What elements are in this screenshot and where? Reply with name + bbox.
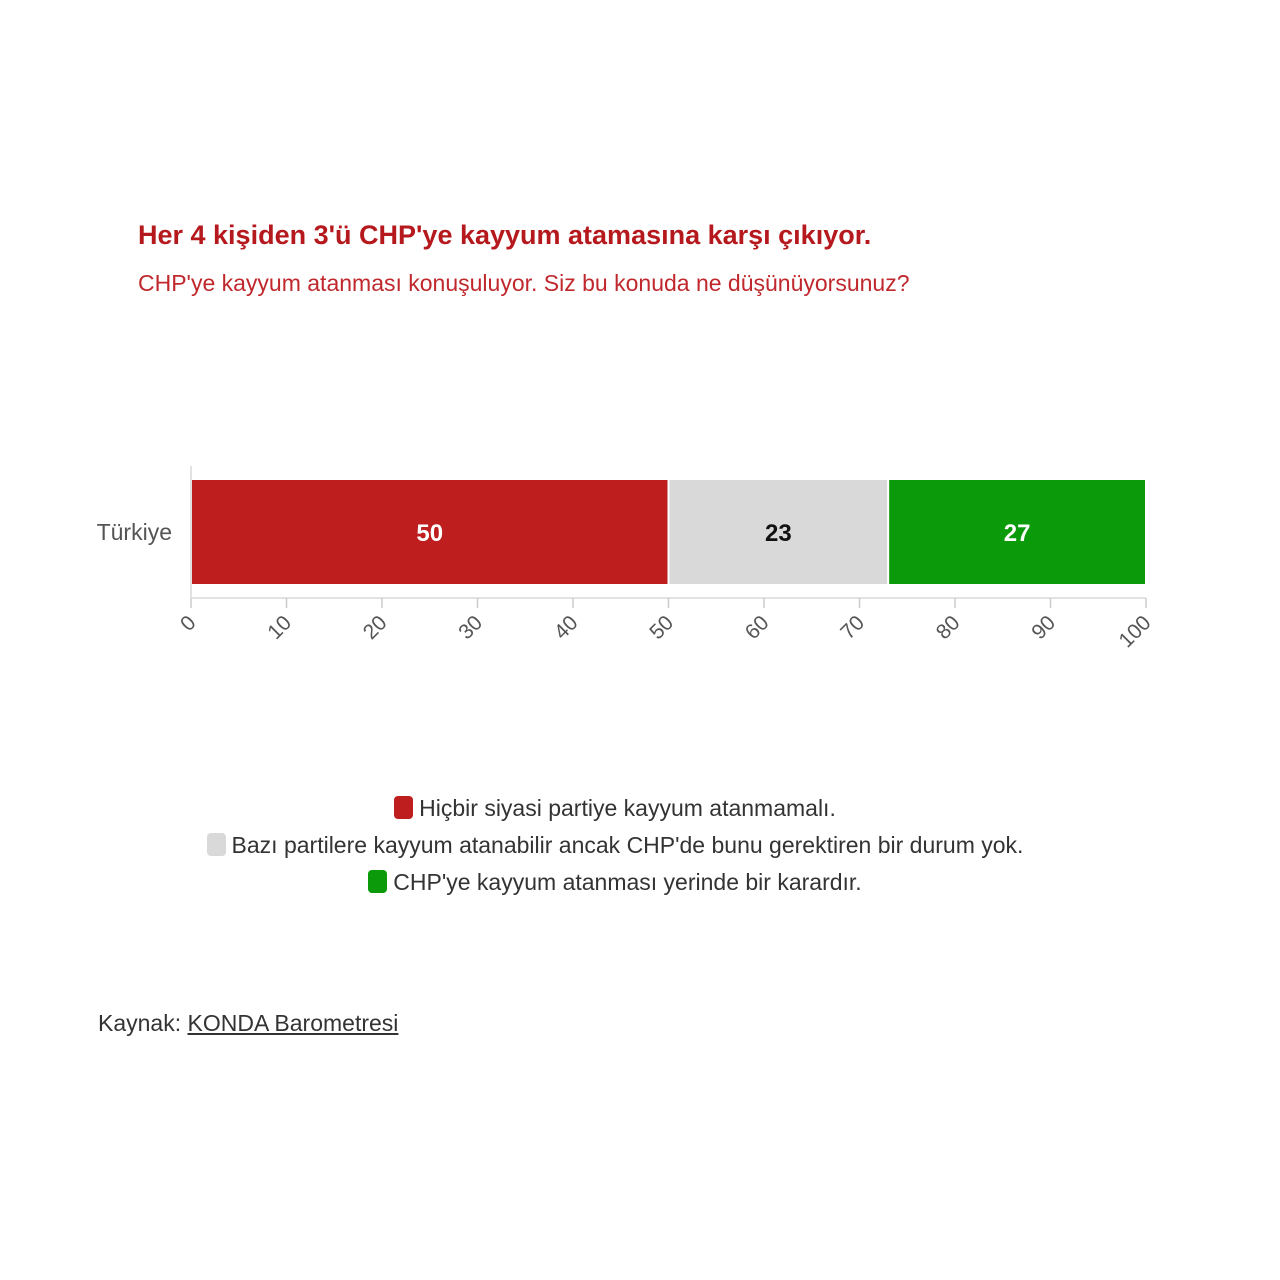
legend-item-3[interactable]: CHP'ye kayyum atanması yerinde bir karar… bbox=[0, 864, 1230, 901]
legend: Hiçbir siyasi partiye kayyum atanmamalı.… bbox=[0, 790, 1230, 901]
x-tick-label: 90 bbox=[1027, 611, 1060, 644]
legend-label-1: Hiçbir siyasi partiye kayyum atanmamalı. bbox=[419, 795, 836, 821]
bar-segment-1 bbox=[192, 480, 668, 584]
data-label-2: 23 bbox=[765, 520, 792, 547]
source-label: Kaynak: bbox=[98, 1010, 188, 1036]
stacked-bar-chart: Türkiye 50 23 27 0 10 20 30 40 50 60 70 80 90 100 bbox=[97, 466, 1156, 652]
bar-segment-3 bbox=[889, 480, 1145, 584]
chart-title: Her 4 kişiden 3'ü CHP'ye kayyum atamasın… bbox=[138, 220, 872, 250]
source-note: Kaynak: KONDA Barometresi bbox=[98, 1010, 398, 1037]
x-tick-label: 20 bbox=[359, 611, 392, 644]
legend-item-2[interactable]: Bazı partilere kayyum atanabilir ancak C… bbox=[0, 827, 1230, 864]
legend-swatch-2 bbox=[206, 833, 226, 856]
legend-label-3: CHP'ye kayyum atanması yerinde bir karar… bbox=[393, 869, 862, 895]
legend-swatch-1 bbox=[394, 796, 414, 819]
data-label-1: 50 bbox=[416, 520, 443, 547]
x-tick-label: 40 bbox=[550, 611, 583, 644]
x-tick-label: 80 bbox=[932, 611, 965, 644]
x-tick-label: 100 bbox=[1114, 611, 1155, 652]
x-tick-label: 60 bbox=[741, 611, 774, 644]
legend-item-1[interactable]: Hiçbir siyasi partiye kayyum atanmamalı. bbox=[0, 790, 1230, 827]
data-label-3: 27 bbox=[1004, 520, 1031, 547]
x-tick-label: 10 bbox=[263, 611, 296, 644]
source-link[interactable]: KONDA Barometresi bbox=[187, 1010, 399, 1036]
chart-subtitle: CHP'ye kayyum atanması konuşuluyor. Siz … bbox=[138, 270, 910, 296]
bar-segment-2 bbox=[669, 480, 888, 584]
x-tick-label: 30 bbox=[454, 611, 487, 644]
x-tick-label: 0 bbox=[176, 611, 201, 636]
legend-label-2: Bazı partilere kayyum atanabilir ancak C… bbox=[231, 832, 1024, 858]
x-tick-label: 70 bbox=[836, 611, 869, 644]
x-tick-label: 50 bbox=[645, 611, 678, 644]
legend-swatch-3 bbox=[368, 870, 388, 893]
category-label: Türkiye bbox=[97, 519, 172, 545]
